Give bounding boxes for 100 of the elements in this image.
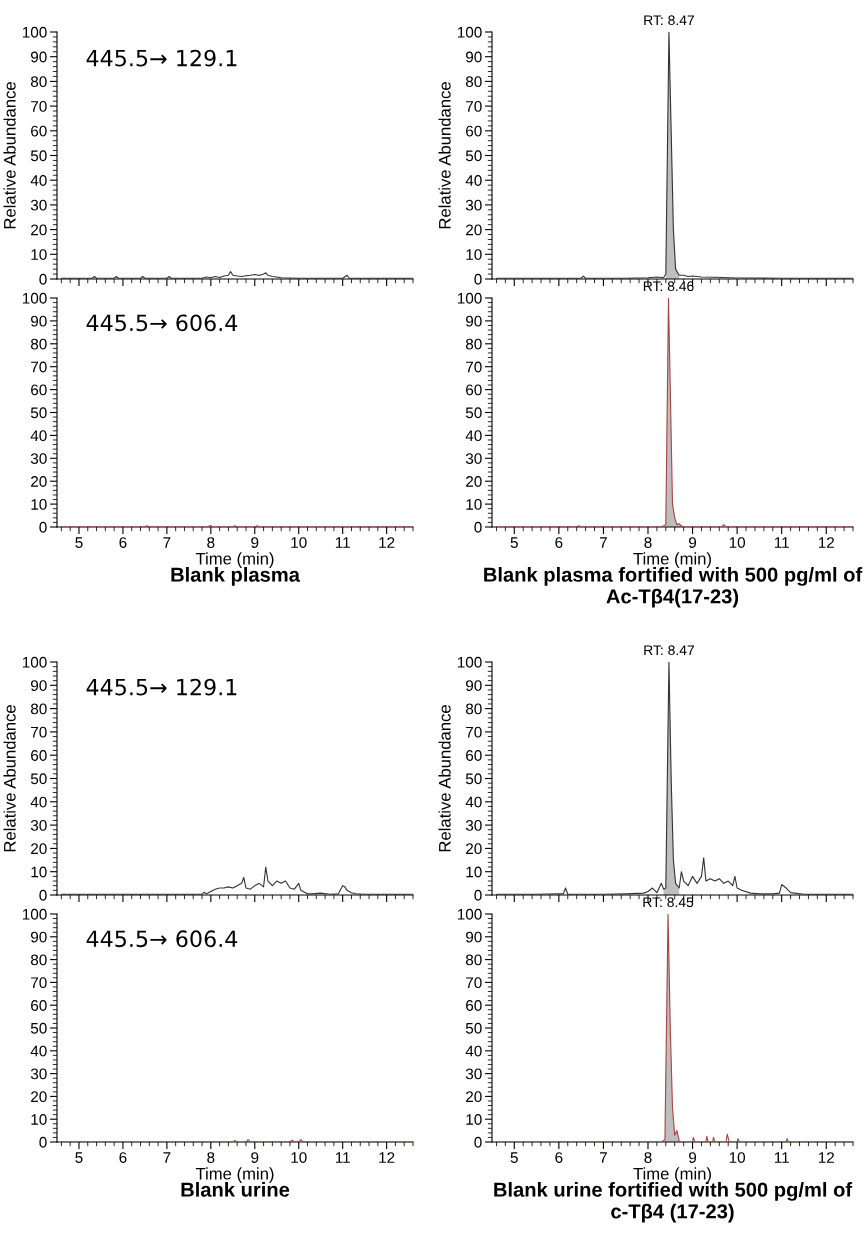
x-tick-label: 11 — [774, 537, 789, 548]
y-tick-label: 0 — [39, 521, 47, 533]
x-tick-label: 5 — [75, 1152, 83, 1163]
y-tick-label: 50 — [30, 1022, 47, 1034]
x-tick-label: 7 — [599, 1152, 607, 1163]
y-tick-label: 70 — [466, 361, 482, 373]
x-tick-label: 11 — [774, 1152, 789, 1163]
annotation: 445.5→ 129.1 — [86, 678, 237, 696]
y-tick-label: 10 — [466, 249, 482, 260]
x-axis-title: Time (min) — [633, 1167, 711, 1183]
y-tick-label: 30 — [30, 453, 47, 464]
y-tick-label: 10 — [31, 1114, 47, 1125]
text: Blank urine — [181, 1182, 290, 1197]
y-tick-label: 30 — [465, 819, 482, 831]
y-tick-label: 80 — [30, 954, 47, 966]
x-axis-title: Time (min) — [195, 1167, 274, 1183]
y-tick-label: 0 — [474, 889, 482, 901]
x-tick-label: 6 — [119, 537, 127, 548]
y-axis-title: Relative Abundance — [438, 705, 451, 852]
line-series — [495, 32, 853, 279]
y-tick-label: 70 — [31, 726, 47, 738]
x-axis-title: Time (min) — [633, 552, 711, 568]
y-tick-label: 10 — [466, 1114, 482, 1125]
y-tick-label: 90 — [466, 931, 482, 943]
x-tick-label: 5 — [75, 537, 83, 548]
y-tick-label: 40 — [30, 430, 47, 442]
y-tick-label: 70 — [31, 361, 47, 373]
y-tick-label: 60 — [31, 384, 47, 396]
y-tick-label: 40 — [30, 1045, 47, 1057]
y-tick-label: 20 — [466, 1091, 482, 1103]
y-tick-label: 30 — [465, 1068, 482, 1080]
y-tick-label: 70 — [466, 726, 482, 738]
text: Blank urine fortified with 500 pg/ml of c-Tβ4 (17-23) — [494, 1182, 853, 1223]
x-tick-label: 10 — [729, 537, 746, 548]
y-tick-label: 90 — [31, 51, 47, 63]
y-tick-label: 50 — [30, 773, 47, 785]
y-tick-label: 60 — [31, 1000, 47, 1011]
y-tick-label: 20 — [31, 1091, 47, 1103]
y-tick-label: 10 — [466, 866, 482, 878]
y-tick-label: 100 — [22, 292, 47, 304]
x-tick-label: 5 — [510, 1152, 518, 1163]
line-series — [60, 866, 413, 895]
y-tick-label: 100 — [22, 26, 47, 38]
y-tick-label: 20 — [31, 476, 47, 487]
x-tick-label: 6 — [555, 537, 563, 548]
y-tick-label: 80 — [465, 338, 482, 350]
y-tick-label: 50 — [30, 150, 47, 162]
x-tick-label: 12 — [379, 1152, 395, 1163]
y-tick-label: 50 — [465, 407, 482, 419]
line-series — [495, 914, 853, 1142]
y-tick-label: 30 — [30, 199, 47, 211]
y-tick-label: 10 — [31, 498, 47, 510]
y-tick-label: 40 — [465, 175, 482, 186]
x-tick-label: 6 — [555, 1152, 563, 1163]
y-tick-label: 20 — [466, 843, 482, 855]
y-tick-label: 90 — [31, 931, 47, 943]
y-tick-label: 40 — [465, 796, 482, 808]
y-tick-label: 80 — [465, 76, 482, 88]
y-tick-label: 0 — [39, 1136, 47, 1148]
y-tick-label: 90 — [466, 680, 482, 691]
y-tick-label: 20 — [466, 224, 482, 236]
y-tick-label: 60 — [466, 750, 482, 761]
x-tick-label: 8 — [207, 537, 215, 548]
y-tick-label: 70 — [466, 100, 482, 112]
x-tick-label: 11 — [335, 537, 350, 548]
x-tick-label: 7 — [599, 537, 607, 548]
y-tick-label: 30 — [465, 453, 482, 464]
x-tick-label: 9 — [689, 1152, 697, 1163]
x-tick-label: 9 — [251, 537, 259, 548]
y-tick-label: 50 — [30, 407, 47, 419]
y-tick-label: 100 — [457, 656, 482, 668]
y-tick-label: 60 — [31, 125, 47, 137]
y-tick-label: 40 — [465, 430, 482, 442]
y-tick-label: 50 — [465, 773, 482, 785]
y-tick-label: 90 — [31, 680, 47, 691]
y-tick-label: 60 — [31, 750, 47, 761]
y-tick-label: 100 — [22, 656, 47, 668]
y-tick-label: 90 — [466, 315, 482, 327]
y-tick-label: 10 — [466, 498, 482, 510]
y-tick-label: 50 — [465, 150, 482, 162]
annotation: 445.5→ 129.1 — [86, 49, 237, 67]
y-tick-label: 100 — [457, 26, 482, 38]
x-tick-label: 7 — [163, 537, 171, 548]
annotation: RT: 8.46 — [643, 281, 694, 292]
y-tick-label: 80 — [30, 703, 47, 715]
y-tick-label: 80 — [30, 76, 47, 88]
y-tick-label: 100 — [457, 908, 482, 920]
y-tick-label: 30 — [465, 199, 482, 211]
y-tick-label: 30 — [30, 1068, 47, 1080]
x-tick-label: 10 — [729, 1152, 746, 1163]
y-tick-label: 70 — [466, 977, 482, 989]
x-tick-label: 10 — [291, 537, 307, 548]
y-tick-label: 90 — [31, 315, 47, 327]
y-tick-label: 40 — [465, 1045, 482, 1057]
y-tick-label: 70 — [31, 977, 47, 989]
y-tick-label: 100 — [22, 908, 47, 920]
x-tick-label: 12 — [379, 537, 395, 548]
y-tick-label: 90 — [466, 51, 482, 63]
y-tick-label: 80 — [30, 338, 47, 350]
y-tick-label: 100 — [457, 292, 482, 304]
